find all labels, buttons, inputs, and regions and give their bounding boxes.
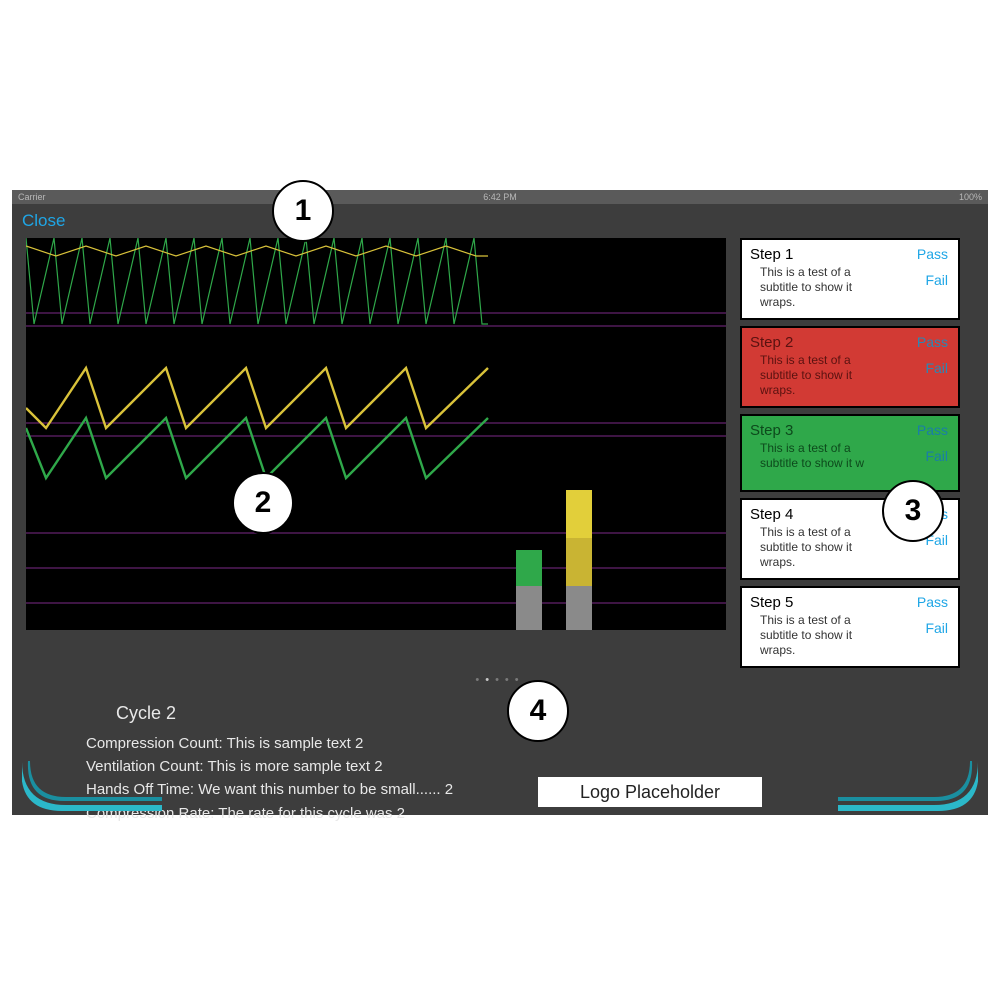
status-carrier: Carrier [18,192,46,202]
step-card-2[interactable]: Step 2This is a test of a subtitle to sh… [740,326,960,408]
page-dot[interactable]: • [505,674,515,686]
device-frame: Carrier 6:42 PM 100% Close Step 1This is… [12,190,988,815]
page-dot[interactable]: • [475,674,485,686]
callout-1: 1 [272,180,334,242]
step-subtitle: This is a test of a subtitle to show it … [750,525,870,570]
fail-button[interactable]: Fail [917,620,948,636]
content-area: Step 1This is a test of a subtitle to sh… [12,238,988,825]
steps-panel: Step 1This is a test of a subtitle to sh… [740,238,960,668]
fail-button[interactable]: Fail [917,272,948,288]
accent-right [838,761,978,811]
page-dot[interactable]: • [495,674,505,686]
nav-bar: Close [12,204,988,238]
status-time: 6:42 PM [483,192,517,202]
callout-2: 2 [232,472,294,534]
step-subtitle: This is a test of a subtitle to show it … [750,353,870,398]
waveform-chart [26,238,726,630]
status-bar: Carrier 6:42 PM 100% [12,190,988,204]
step-subtitle: This is a test of a subtitle to show it … [750,265,870,310]
logo-placeholder: Logo Placeholder [538,777,762,807]
fail-button[interactable]: Fail [917,448,948,464]
step-card-3[interactable]: Step 3This is a test of a subtitle to sh… [740,414,960,492]
pass-button[interactable]: Pass [917,422,948,438]
pass-button[interactable]: Pass [917,246,948,262]
page-dot[interactable]: • [485,674,495,686]
fail-button[interactable]: Fail [917,360,948,376]
callout-3: 3 [882,480,944,542]
page-indicator[interactable]: ••••• [26,674,974,686]
step-subtitle: This is a test of a subtitle to show it … [750,441,870,471]
pass-button[interactable]: Pass [917,594,948,610]
accent-left [22,761,162,811]
pass-button[interactable]: Pass [917,334,948,350]
status-battery: 100% [959,192,982,202]
callout-4: 4 [507,680,569,742]
step-subtitle: This is a test of a subtitle to show it … [750,613,870,658]
close-button[interactable]: Close [22,211,65,231]
step-card-1[interactable]: Step 1This is a test of a subtitle to sh… [740,238,960,320]
step-card-5[interactable]: Step 5This is a test of a subtitle to sh… [740,586,960,668]
